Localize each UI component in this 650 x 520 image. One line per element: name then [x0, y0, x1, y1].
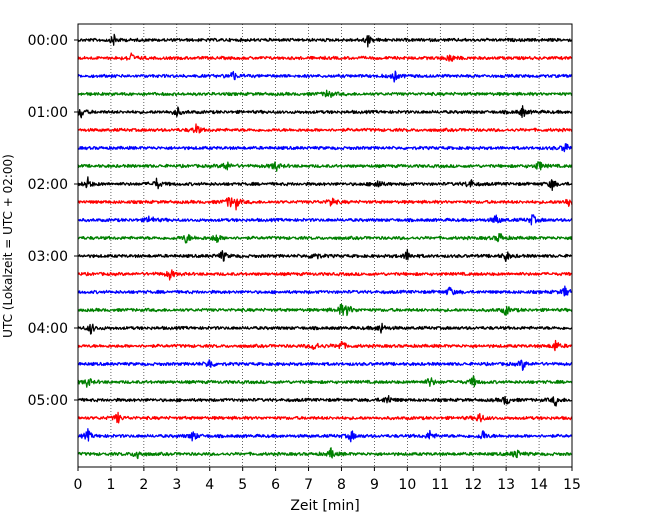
- x-tick-label-14: 14: [530, 477, 548, 493]
- trace-0430: [77, 359, 573, 371]
- trace-0130: [77, 143, 573, 153]
- x-tick-label-9: 9: [370, 477, 379, 493]
- trace-0445: [77, 375, 573, 388]
- trace-0015: [77, 52, 573, 62]
- trace-0245: [77, 233, 573, 244]
- y-tick-label-16: 04:00: [28, 321, 68, 337]
- trace-0515: [77, 411, 573, 424]
- trace-0215: [77, 196, 573, 211]
- x-tick-label-3: 3: [172, 477, 181, 493]
- x-tick-label-10: 10: [398, 477, 416, 493]
- trace-0330: [77, 285, 573, 297]
- x-tick-label-5: 5: [238, 477, 247, 493]
- trace-0030: [77, 70, 573, 83]
- trace-0045: [77, 89, 573, 99]
- trace-0400: [77, 322, 573, 335]
- trace-0300: [77, 248, 573, 262]
- trace-0000: [77, 33, 573, 48]
- x-tick-label-13: 13: [497, 477, 515, 493]
- y-axis-label: UTC (Lokalzeit = UTC + 02:00): [1, 154, 15, 338]
- trace-0500: [77, 395, 573, 407]
- x-tick-label-8: 8: [337, 477, 346, 493]
- trace-0115: [77, 123, 573, 134]
- x-tick-label-4: 4: [205, 477, 214, 493]
- trace-0145: [77, 161, 573, 172]
- x-tick-label-12: 12: [464, 477, 482, 493]
- y-tick-label-12: 03:00: [28, 249, 68, 265]
- trace-0230: [77, 214, 573, 226]
- plot-frame: [77, 23, 573, 468]
- trace-0200: [77, 176, 573, 191]
- trace-0545: [77, 447, 573, 460]
- x-tick-label-1: 1: [106, 477, 115, 493]
- y-tick-layer: 00:00 01:00 02:00 03:00 04:00 05:00: [28, 33, 78, 409]
- x-tick-label-6: 6: [271, 477, 280, 493]
- x-tick-label-7: 7: [304, 477, 313, 493]
- trace-0100: [77, 105, 573, 119]
- trace-0415: [77, 339, 573, 352]
- trace-0530: [77, 428, 573, 443]
- x-tick-label-11: 11: [431, 477, 449, 493]
- y-tick-label-8: 02:00: [28, 177, 68, 193]
- y-tick-label-0: 00:00: [28, 33, 68, 49]
- y-tick-label-20: 05:00: [28, 393, 68, 409]
- grid-layer: [110, 24, 540, 467]
- y-tick-label-4: 01:00: [28, 105, 68, 121]
- x-tick-label-0: 0: [74, 477, 83, 493]
- trace-0345: [77, 303, 573, 317]
- x-tick-label-2: 2: [139, 477, 148, 493]
- x-tick-layer: 0 1 2 3 4 5 6 7 8 9 10 11 12 13 14 15: [74, 467, 581, 493]
- x-tick-label-15: 15: [563, 477, 581, 493]
- trace-layer: [77, 33, 573, 460]
- x-axis-label: Zeit [min]: [290, 498, 359, 514]
- trace-0315: [77, 269, 573, 281]
